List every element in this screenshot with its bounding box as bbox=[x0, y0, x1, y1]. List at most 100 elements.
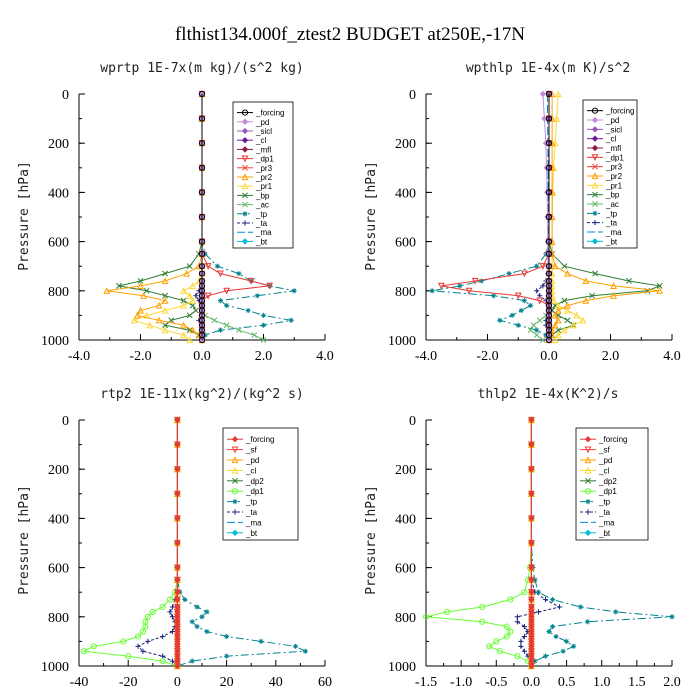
legend: _forcing _sf_pd_cl _dp2_dp1 _tp_ta_ma _bt bbox=[222, 427, 299, 541]
data-point bbox=[199, 614, 205, 620]
data-point bbox=[194, 624, 200, 630]
data-point bbox=[198, 140, 206, 147]
data-point bbox=[486, 643, 493, 650]
data-point bbox=[137, 282, 144, 289]
data-point bbox=[443, 608, 451, 615]
legend-label: _bt bbox=[245, 529, 258, 538]
data-point bbox=[555, 327, 562, 334]
data-point bbox=[162, 270, 169, 277]
data-point bbox=[186, 263, 193, 270]
data-point bbox=[145, 638, 151, 644]
data-point bbox=[534, 263, 540, 269]
data-point bbox=[266, 282, 274, 290]
y-axis-label: Pressure [hPa] bbox=[17, 485, 32, 595]
data-point bbox=[174, 589, 181, 596]
data-point bbox=[189, 302, 196, 309]
data-point bbox=[518, 638, 524, 644]
data-point bbox=[471, 277, 479, 285]
legend-label: _ma bbox=[255, 228, 272, 237]
data-point bbox=[551, 336, 559, 344]
x-tick-label: -2.0 bbox=[476, 349, 498, 364]
data-point bbox=[521, 298, 527, 304]
legend-label: _bt bbox=[598, 529, 611, 538]
data-point bbox=[162, 322, 169, 329]
data-point bbox=[582, 277, 590, 285]
y-tick-label: 1000 bbox=[388, 660, 416, 675]
legend-label: _pr3 bbox=[255, 164, 273, 173]
data-point bbox=[422, 613, 430, 620]
data-point bbox=[198, 336, 206, 344]
data-point bbox=[561, 263, 568, 270]
data-point bbox=[180, 331, 187, 339]
legend-marker bbox=[242, 164, 248, 171]
data-point bbox=[155, 301, 163, 309]
data-point bbox=[561, 297, 568, 304]
legend-marker bbox=[242, 220, 248, 226]
legend-marker bbox=[231, 466, 239, 474]
y-tick-label: 800 bbox=[395, 611, 416, 626]
y-tick-label: 0 bbox=[62, 414, 69, 429]
legend-marker bbox=[242, 201, 248, 208]
data-point bbox=[161, 306, 169, 314]
legend-marker bbox=[592, 201, 598, 207]
series-line bbox=[432, 94, 550, 341]
data-point bbox=[254, 293, 260, 299]
legend-marker bbox=[585, 499, 591, 505]
y-tick-label: 800 bbox=[48, 611, 69, 626]
data-point bbox=[159, 603, 166, 611]
data-point bbox=[528, 466, 535, 473]
legend-label: _ma bbox=[598, 518, 615, 527]
data-point bbox=[532, 577, 538, 583]
x-tick-label: 40 bbox=[269, 675, 283, 690]
data-point bbox=[539, 90, 547, 98]
legend-label: _ta bbox=[605, 219, 618, 228]
data-point bbox=[578, 604, 584, 610]
data-point bbox=[235, 327, 242, 334]
data-point bbox=[491, 293, 497, 299]
legend-marker bbox=[232, 477, 238, 484]
data-point bbox=[198, 189, 206, 196]
legend-marker bbox=[241, 118, 249, 125]
data-point bbox=[288, 317, 294, 323]
legend-marker bbox=[241, 127, 249, 135]
data-point bbox=[174, 515, 181, 522]
legend-label: _pr1 bbox=[605, 181, 623, 190]
data-point bbox=[528, 589, 535, 596]
legend-marker bbox=[231, 488, 239, 495]
legend-label: _dp2 bbox=[598, 477, 617, 486]
data-point bbox=[564, 269, 571, 277]
data-point bbox=[194, 604, 200, 610]
data-point bbox=[160, 653, 166, 659]
data-point bbox=[116, 282, 122, 289]
data-point bbox=[144, 613, 151, 620]
data-point bbox=[528, 564, 535, 571]
data-point bbox=[217, 298, 224, 304]
data-point bbox=[214, 263, 220, 269]
data-point bbox=[589, 292, 596, 299]
data-point bbox=[211, 317, 218, 324]
data-point bbox=[506, 270, 512, 277]
data-point bbox=[186, 336, 194, 344]
data-point bbox=[540, 283, 546, 289]
x-tick-label: 1.0 bbox=[593, 675, 611, 690]
data-point bbox=[521, 624, 527, 630]
x-tick-label: -20 bbox=[119, 675, 138, 690]
data-point bbox=[125, 653, 132, 660]
x-tick-label: -4.0 bbox=[68, 349, 90, 364]
data-point bbox=[142, 623, 149, 630]
panel-title: wpthlp 1E-4x(m K)/s^2 bbox=[466, 61, 630, 76]
series-line bbox=[201, 94, 295, 341]
legend-marker bbox=[241, 182, 249, 190]
data-point bbox=[465, 287, 473, 295]
legend-label: _dp1 bbox=[605, 153, 624, 162]
data-point bbox=[554, 331, 562, 339]
data-point bbox=[610, 292, 617, 299]
figure-title: flthist134.000f_ztest2 BUDGET at250E,-17… bbox=[175, 24, 525, 45]
legend-marker bbox=[232, 499, 238, 505]
data-point bbox=[625, 278, 632, 284]
data-point bbox=[169, 614, 176, 620]
legend-marker bbox=[584, 529, 592, 536]
data-point bbox=[549, 596, 556, 603]
panel-wprtp: wprtp 1E-7x(m kg)/(s^2 kg) Pressure [hPa… bbox=[17, 61, 334, 364]
data-point bbox=[493, 638, 500, 645]
